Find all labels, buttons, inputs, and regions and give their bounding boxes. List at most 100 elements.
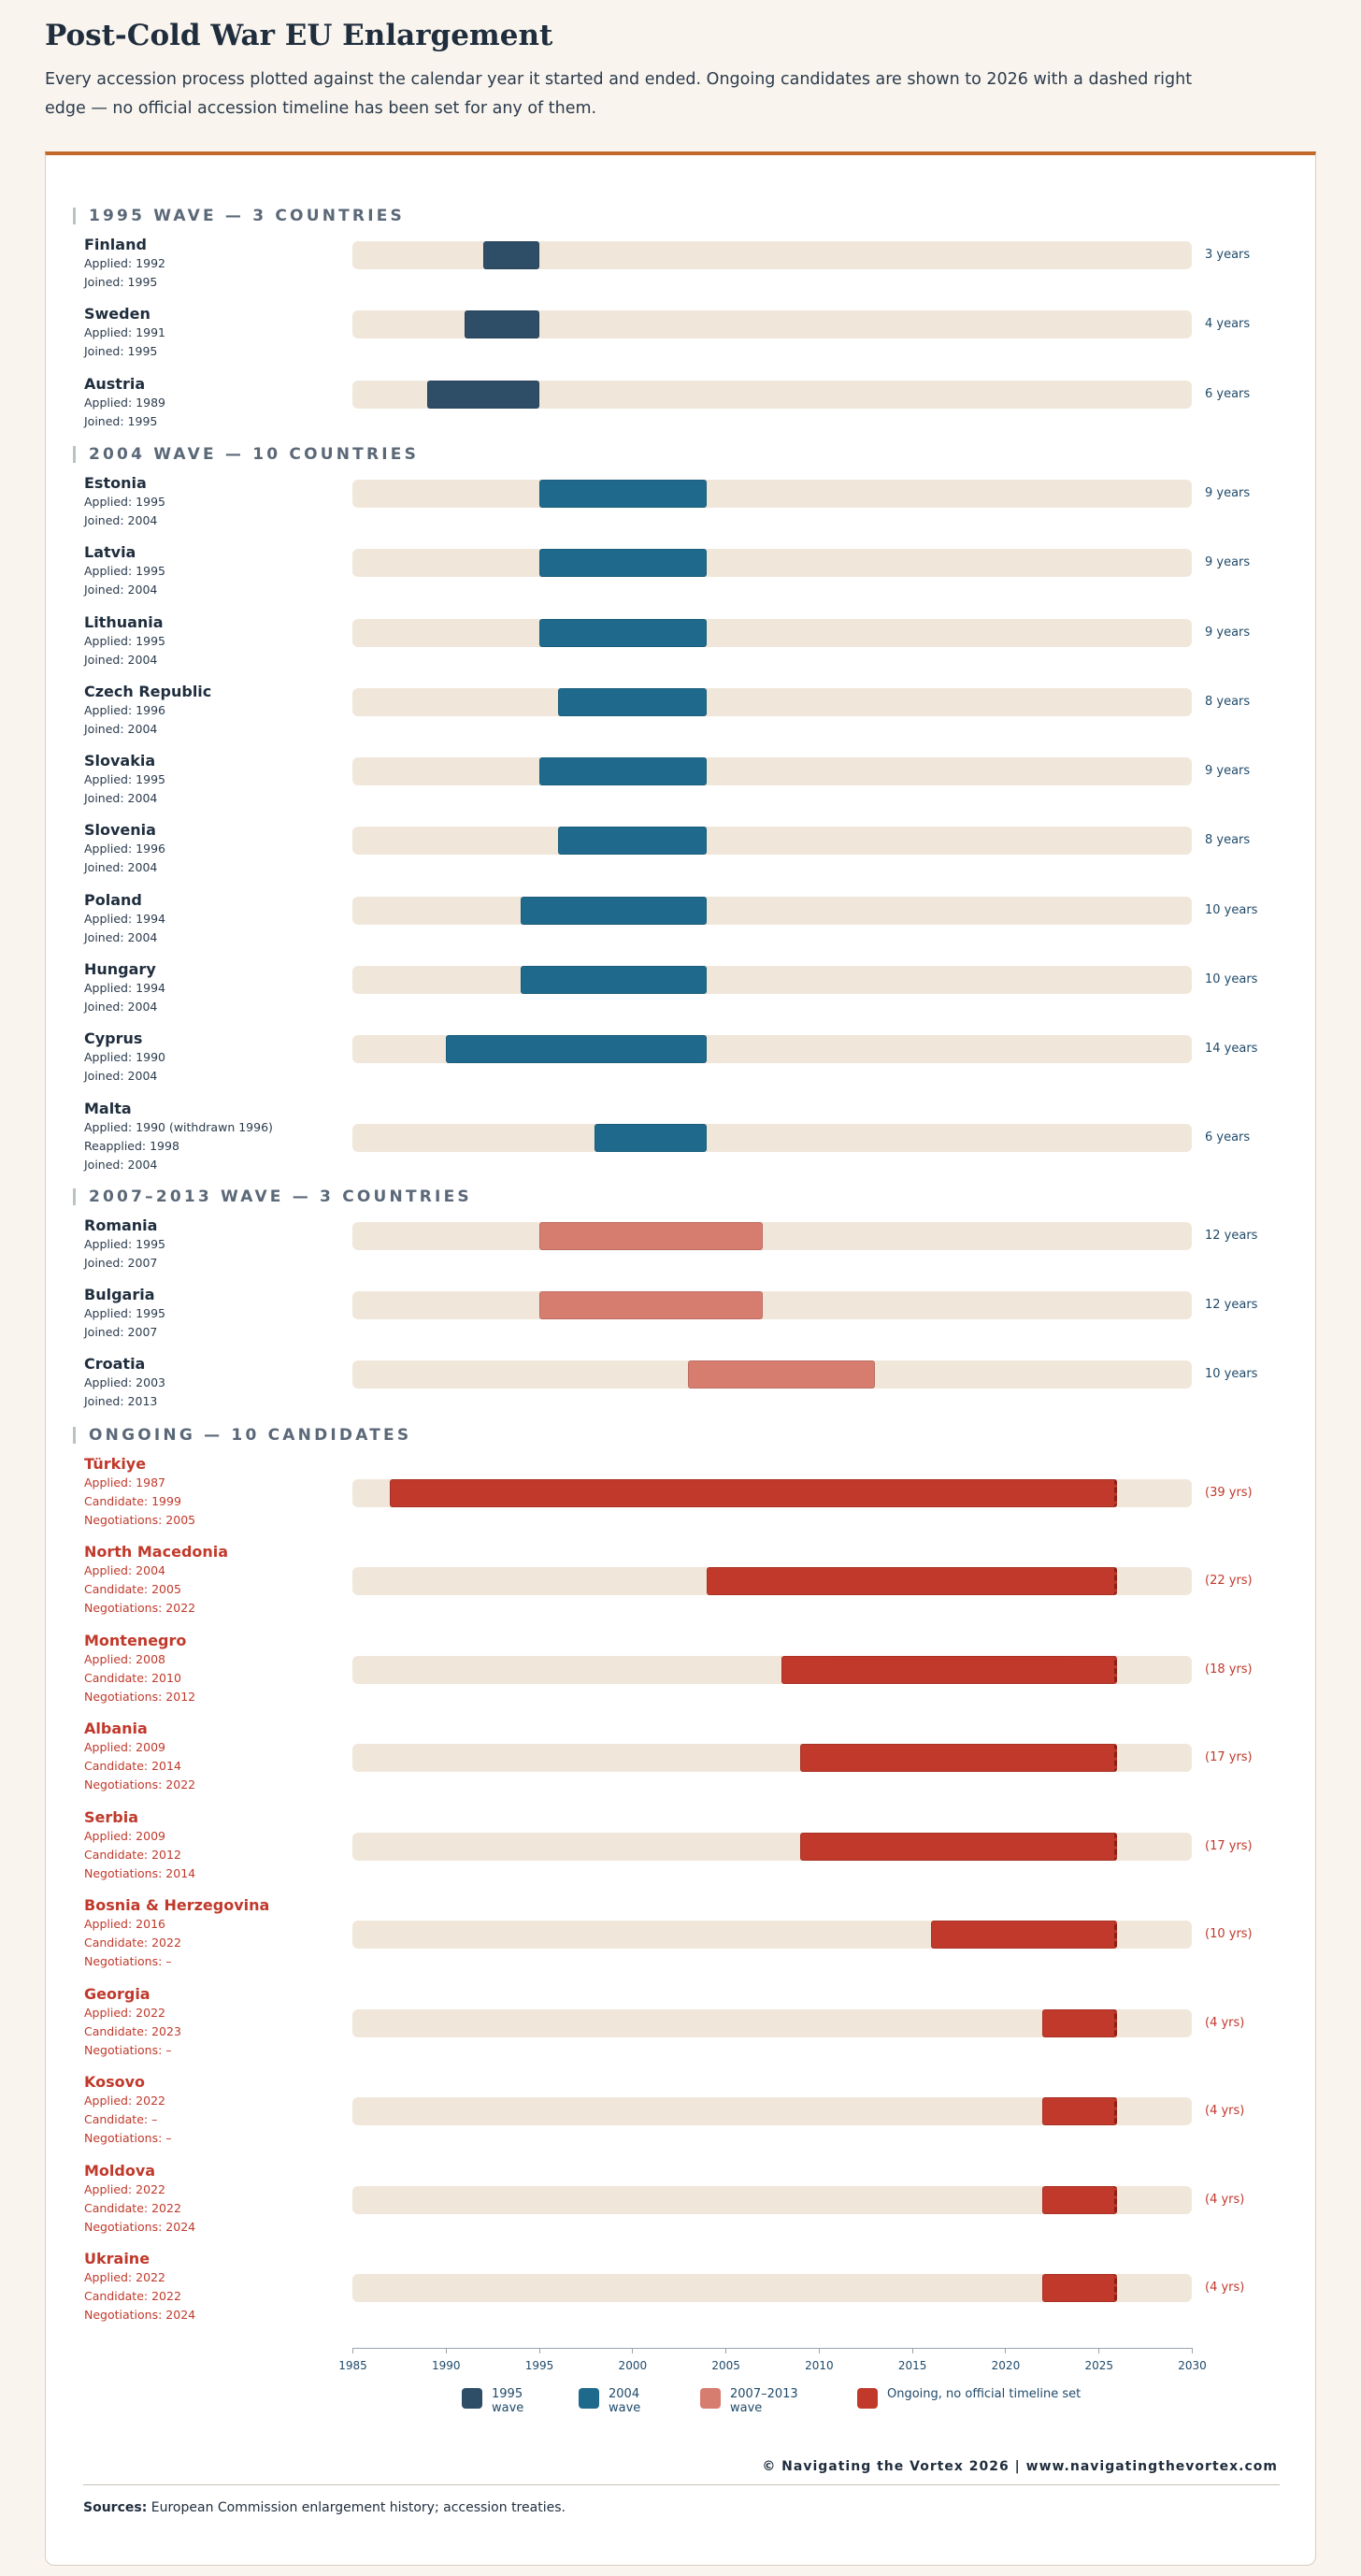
detail-line: Joined: 2004 (84, 1000, 158, 1014)
country-name: Montenegro (84, 1631, 187, 1649)
detail-line: Candidate: 2023 (84, 2023, 181, 2038)
x-tick (445, 2348, 447, 2353)
detail-line: Candidate: 2022 (84, 1936, 181, 1950)
detail-line: Joined: 2004 (84, 929, 158, 944)
detail-line: Candidate: 2010 (84, 1670, 181, 1685)
country-label: Sweden Applied: 1991 Joined: 1995 (84, 304, 165, 361)
x-tick (538, 2348, 540, 2353)
bar-cyprus (445, 1035, 708, 1064)
bar-hungary (520, 966, 708, 994)
detail-line: Candidate: 2022 (84, 2200, 181, 2215)
duration-label: (10 yrs) (1205, 1927, 1253, 1941)
detail-line: Applied: 1995 (84, 1236, 165, 1251)
legend-label: 2004 wave (609, 2387, 641, 2415)
x-tick-label: 1990 (431, 2359, 461, 2372)
country-name: Moldova (84, 2161, 156, 2180)
page-subtitle: Every accession process plotted against … (45, 70, 1193, 118)
track (352, 1832, 1192, 1861)
country-label: Romania Applied: 1995 Joined: 2007 (84, 1216, 165, 1273)
detail-line: Candidate: – (84, 2112, 158, 2126)
bar-latvia (538, 549, 708, 578)
detail-line: Applied: 1996 (84, 702, 165, 717)
x-tick-label: 2010 (805, 2359, 834, 2372)
detail-line: Negotiations: – (84, 2131, 172, 2145)
detail-line: Applied: 2016 (84, 1917, 165, 1931)
sources-text: European Commission enlargement history;… (147, 2500, 566, 2515)
duration-label: (39 yrs) (1205, 1485, 1253, 1500)
x-tick (725, 2348, 727, 2353)
detail-line: Joined: 1995 (84, 275, 158, 289)
detail-line: Joined: 2007 (84, 1324, 158, 1339)
chart-card: 1995 WAVE — 3 COUNTRIES Finland Applied: 1… (45, 151, 1316, 2566)
duration-label: (17 yrs) (1205, 1838, 1253, 1853)
duration-label: 9 years (1205, 625, 1251, 640)
country-name: Finland (84, 236, 147, 253)
detail-line: Applied: 1991 (84, 325, 165, 340)
country-name: North Macedonia (84, 1543, 229, 1561)
section-heading: 2004 WAVE — 10 COUNTRIES (73, 445, 419, 463)
country-label: Slovenia Applied: 1996 Joined: 2004 (84, 820, 165, 877)
x-tick-label: 1995 (524, 2359, 554, 2372)
duration-label: 12 years (1205, 1297, 1258, 1312)
detail-line: Applied: 2004 (84, 1563, 165, 1577)
bar-austria (426, 380, 539, 409)
duration-label: 9 years (1205, 485, 1251, 500)
detail-line: Applied: 1996 (84, 842, 165, 856)
detail-line: Negotiations: – (84, 2042, 172, 2057)
detail-line: Joined: 2004 (84, 583, 158, 597)
country-label: Hungary Applied: 1994 Joined: 2004 (84, 959, 165, 1016)
detail-line: Negotiations: 2012 (84, 1689, 196, 1704)
x-axis: 1985 1990 1995 2000 2005 2010 2015 2020 2025 2030 (338, 2348, 1207, 2372)
bar-albania (799, 1744, 1118, 1772)
detail-line: Negotiations: 2024 (84, 2308, 196, 2322)
detail-line: Joined: 2013 (84, 1394, 158, 1409)
legend-item: 2007–2013 wave (700, 2387, 803, 2415)
duration-label: (17 yrs) (1205, 1750, 1253, 1764)
detail-line: Applied: 1989 (84, 395, 165, 410)
country-label: Montenegro Applied: 2008 Candidate: 2010 Ne… (84, 1631, 195, 1706)
page-title: Post-Cold War EU Enlargement (45, 19, 553, 52)
country-name: Malta (84, 1099, 132, 1117)
detail-line: Applied: 1995 (84, 633, 165, 648)
country-name: Georgia (84, 1984, 150, 2003)
track (352, 310, 1192, 339)
legend-item: 2004 wave (579, 2387, 644, 2415)
x-tick (818, 2348, 820, 2353)
country-label: Malta Applied: 1990 (withdrawn 1996) Reapp… (84, 1099, 273, 1174)
section-heading: 2007–2013 WAVE — 3 COUNTRIES (73, 1187, 472, 1205)
track (352, 1655, 1192, 1684)
country-name: Romania (84, 1216, 158, 1234)
detail-line: Negotiations: – (84, 1954, 172, 1968)
country-label: Türkiye Applied: 1987 Candidate: 1999 Negot… (84, 1454, 195, 1530)
bar-poland (520, 896, 708, 925)
country-label: Georgia Applied: 2022 Candidate: 2023 Negot… (84, 1984, 181, 2060)
x-tick (632, 2348, 634, 2353)
detail-line: Applied: 2022 (84, 2181, 165, 2196)
section-heading: ONGOING — 10 CANDIDATES (73, 1426, 411, 1444)
country-label: Slovakia Applied: 1995 Joined: 2004 (84, 751, 165, 808)
track (352, 896, 1192, 925)
country-name: Estonia (84, 473, 147, 492)
detail-line: Joined: 2004 (84, 512, 158, 527)
detail-line: Joined: 2004 (84, 652, 158, 667)
bar-moldova (1042, 2185, 1118, 2214)
legend-label: 2007–2013 wave (730, 2387, 798, 2415)
country-name: Lithuania (84, 612, 164, 631)
country-label: Poland Applied: 1994 Joined: 2004 (84, 890, 165, 947)
track (352, 1360, 1192, 1389)
bar-ukraine (1042, 2274, 1118, 2302)
detail-line: Applied: 2022 (84, 2005, 165, 2020)
country-name: Türkiye (84, 1454, 147, 1473)
duration-label: 10 years (1205, 902, 1258, 917)
bar-bulgaria (538, 1290, 763, 1319)
detail-line: Applied: 1990 (84, 1050, 165, 1065)
country-name: Kosovo (84, 2073, 146, 2091)
track (352, 2185, 1192, 2214)
detail-line: Negotiations: 2022 (84, 1601, 196, 1615)
track (352, 1567, 1192, 1595)
country-label: Austria Applied: 1989 Joined: 1995 (84, 374, 165, 431)
duration-label: 9 years (1205, 555, 1251, 570)
legend-item: Ongoing, no official timeline set (857, 2387, 1082, 2409)
detail-line: Applied: 2009 (84, 1828, 165, 1843)
bar-finland (482, 241, 539, 269)
